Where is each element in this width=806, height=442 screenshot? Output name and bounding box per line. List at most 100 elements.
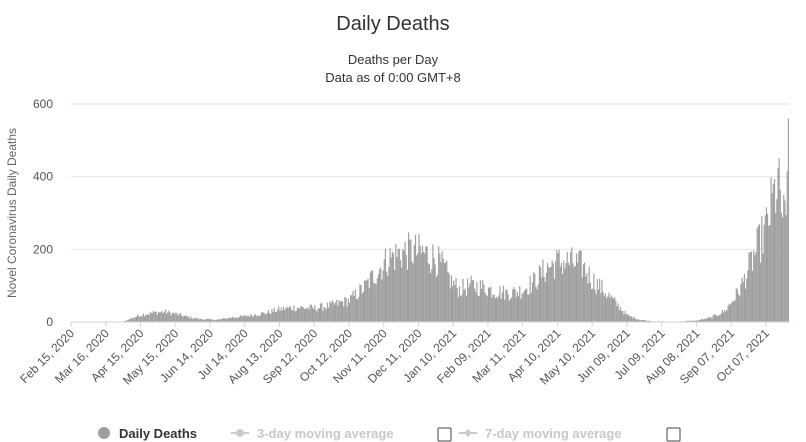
bar[interactable] xyxy=(570,251,572,322)
bar[interactable] xyxy=(533,272,535,322)
bar[interactable] xyxy=(321,303,323,322)
bar[interactable] xyxy=(273,307,275,322)
bar[interactable] xyxy=(203,320,205,322)
bar[interactable] xyxy=(277,309,279,322)
bar[interactable] xyxy=(742,281,744,322)
bar[interactable] xyxy=(558,249,560,322)
bar[interactable] xyxy=(199,318,201,322)
bar[interactable] xyxy=(460,295,462,322)
bar[interactable] xyxy=(636,319,638,322)
bar[interactable] xyxy=(586,273,588,322)
bar[interactable] xyxy=(426,246,428,322)
bar[interactable] xyxy=(456,287,458,322)
bar[interactable] xyxy=(176,313,178,323)
bar[interactable] xyxy=(543,276,545,322)
bar[interactable] xyxy=(465,295,468,322)
bar[interactable] xyxy=(181,315,183,322)
bar[interactable] xyxy=(390,257,392,322)
bar[interactable] xyxy=(431,269,433,322)
bar[interactable] xyxy=(430,272,432,322)
bar[interactable] xyxy=(207,319,209,322)
bar[interactable] xyxy=(200,319,202,322)
bar[interactable] xyxy=(471,280,473,322)
bar[interactable] xyxy=(417,253,419,322)
bar[interactable] xyxy=(383,259,385,322)
bar[interactable] xyxy=(398,248,400,322)
bar[interactable] xyxy=(302,307,304,322)
bar[interactable] xyxy=(555,261,557,322)
bar[interactable] xyxy=(612,298,615,322)
bar[interactable] xyxy=(718,315,720,322)
bar[interactable] xyxy=(130,318,132,322)
bar[interactable] xyxy=(424,253,426,322)
bar[interactable] xyxy=(401,267,403,322)
bar[interactable] xyxy=(366,280,368,322)
bar[interactable] xyxy=(256,316,258,322)
bar[interactable] xyxy=(616,306,618,322)
bar[interactable] xyxy=(272,311,274,322)
bar[interactable] xyxy=(514,289,516,322)
bar[interactable] xyxy=(434,264,436,322)
bar[interactable] xyxy=(535,286,537,322)
bar[interactable] xyxy=(343,306,345,322)
bar[interactable] xyxy=(650,320,652,322)
bar[interactable] xyxy=(607,296,609,322)
bar[interactable] xyxy=(391,251,393,322)
bar[interactable] xyxy=(297,307,300,322)
bar[interactable] xyxy=(596,279,598,322)
bar[interactable] xyxy=(626,314,629,322)
bar[interactable] xyxy=(611,297,613,323)
bar[interactable] xyxy=(506,290,508,322)
bar[interactable] xyxy=(435,277,437,322)
bar[interactable] xyxy=(278,306,280,322)
bar[interactable] xyxy=(344,296,346,322)
bar[interactable] xyxy=(154,312,156,322)
bar[interactable] xyxy=(581,277,583,322)
bar[interactable] xyxy=(560,262,563,322)
bar[interactable] xyxy=(557,253,559,322)
bar[interactable] xyxy=(749,252,751,322)
bar[interactable] xyxy=(777,168,779,322)
bar[interactable] xyxy=(529,276,531,322)
bar[interactable] xyxy=(165,313,168,322)
bar[interactable] xyxy=(382,270,384,322)
bar[interactable] xyxy=(775,212,777,322)
bar[interactable] xyxy=(520,298,522,322)
bar[interactable] xyxy=(619,307,622,322)
bar[interactable] xyxy=(556,250,558,322)
bar[interactable] xyxy=(697,320,699,322)
bar[interactable] xyxy=(301,306,303,322)
bar[interactable] xyxy=(597,289,600,322)
bar[interactable] xyxy=(428,264,430,322)
bar[interactable] xyxy=(750,251,752,322)
bar[interactable] xyxy=(753,250,755,322)
checkbox-3day[interactable] xyxy=(437,427,452,442)
bar[interactable] xyxy=(630,315,632,322)
bar[interactable] xyxy=(438,246,440,322)
bar[interactable] xyxy=(253,314,256,322)
bar[interactable] xyxy=(416,255,418,322)
bar[interactable] xyxy=(588,266,590,322)
bar[interactable] xyxy=(609,297,611,323)
bar[interactable] xyxy=(124,320,126,322)
bar[interactable] xyxy=(628,314,630,322)
bar[interactable] xyxy=(482,280,484,322)
bar[interactable] xyxy=(373,282,375,322)
bar[interactable] xyxy=(265,314,267,322)
bar[interactable] xyxy=(585,276,587,322)
bar[interactable] xyxy=(638,319,640,322)
bar[interactable] xyxy=(225,319,227,322)
bar[interactable] xyxy=(550,266,552,322)
bar[interactable] xyxy=(643,320,645,322)
bar[interactable] xyxy=(288,306,290,322)
bar[interactable] xyxy=(155,311,157,322)
bar[interactable] xyxy=(632,318,634,322)
bar[interactable] xyxy=(140,315,142,322)
bar[interactable] xyxy=(719,314,721,322)
bar[interactable] xyxy=(329,301,331,322)
bar[interactable] xyxy=(507,294,509,322)
bar[interactable] xyxy=(457,297,459,322)
bar[interactable] xyxy=(468,287,470,322)
bar[interactable] xyxy=(172,312,175,322)
bar[interactable] xyxy=(245,316,248,322)
